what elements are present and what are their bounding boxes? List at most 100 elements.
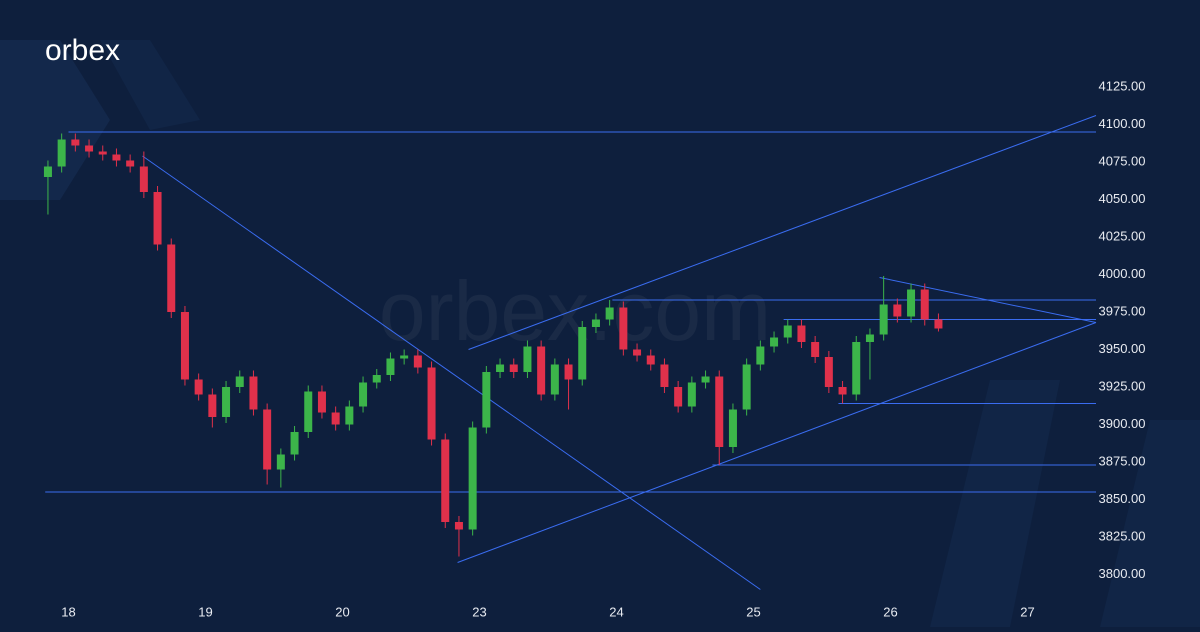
decor-shape xyxy=(100,40,200,130)
candle-body xyxy=(496,364,505,372)
candle-body xyxy=(126,160,135,167)
x-tick-label: 25 xyxy=(746,604,760,619)
candle-body xyxy=(838,387,847,395)
candle-body xyxy=(934,319,943,329)
candle-body xyxy=(742,364,751,410)
candle-body xyxy=(400,355,409,359)
candle-body xyxy=(537,346,546,395)
y-tick-label: 4025.00 xyxy=(1099,228,1146,243)
y-tick-label: 4050.00 xyxy=(1099,191,1146,206)
candle-body xyxy=(43,166,52,177)
y-tick-label: 3850.00 xyxy=(1099,491,1146,506)
plot-area: 4125.00 4100.00 4075.00 4050.00 4025.00 4000.… xyxy=(43,78,1146,619)
candle-body xyxy=(359,382,368,407)
candle-body xyxy=(591,319,600,327)
candle-body xyxy=(633,349,642,356)
y-tick-label: 3975.00 xyxy=(1099,303,1146,318)
y-tick-label: 3900.00 xyxy=(1099,416,1146,431)
candle-body xyxy=(797,325,806,342)
x-tick-label: 26 xyxy=(883,604,897,619)
candle-body xyxy=(98,151,107,155)
candle-body xyxy=(345,406,354,425)
candle-body xyxy=(71,139,80,146)
candle-body xyxy=(427,367,436,440)
candle-body xyxy=(879,304,888,335)
candle-body xyxy=(57,139,66,167)
y-tick-label: 3950.00 xyxy=(1099,341,1146,356)
y-tick-label: 4100.00 xyxy=(1099,116,1146,131)
candle-body xyxy=(852,342,861,395)
candle-body xyxy=(263,409,272,470)
candle-body xyxy=(290,432,299,455)
candle-body xyxy=(386,358,395,375)
y-tick-label: 4075.00 xyxy=(1099,153,1146,168)
candle-body xyxy=(770,337,779,347)
candle-body xyxy=(317,391,326,413)
candle-body xyxy=(331,412,340,425)
candle-body xyxy=(153,192,162,245)
decor-shape xyxy=(930,380,1060,627)
candle-body xyxy=(413,355,422,368)
candle-body xyxy=(249,376,258,410)
candle-body xyxy=(235,376,244,387)
candle-body xyxy=(509,364,518,372)
y-tick-label: 3925.00 xyxy=(1099,378,1146,393)
candle-body xyxy=(276,454,285,470)
candle-body xyxy=(167,244,176,312)
trend-line xyxy=(142,155,761,590)
candle-body xyxy=(893,304,902,317)
candle-body xyxy=(811,342,820,357)
x-tick-label: 20 xyxy=(335,604,349,619)
x-tick-label: 23 xyxy=(472,604,486,619)
y-tick-label: 4000.00 xyxy=(1099,266,1146,281)
candle-body xyxy=(687,382,696,407)
trend-line xyxy=(468,115,1097,350)
y-tick-label: 4125.00 xyxy=(1099,78,1146,93)
candle-body xyxy=(468,427,477,530)
candle-body xyxy=(646,355,655,365)
candle-body xyxy=(550,364,559,395)
decor-shape xyxy=(1100,420,1200,627)
candle-body xyxy=(139,166,148,192)
candle-body xyxy=(454,522,463,530)
candle-body xyxy=(441,439,450,522)
x-tick-label: 19 xyxy=(198,604,212,619)
y-tick-label: 3875.00 xyxy=(1099,453,1146,468)
candle-body xyxy=(564,364,573,380)
candle-body xyxy=(619,307,628,350)
candle-body xyxy=(372,375,381,383)
candle-body xyxy=(715,376,724,447)
candle-body xyxy=(824,357,833,387)
candle-body xyxy=(304,391,313,432)
x-tick-label: 27 xyxy=(1020,604,1034,619)
logo: orbex xyxy=(45,34,120,67)
candle-body xyxy=(756,346,765,365)
candle-body xyxy=(482,372,491,428)
y-tick-label: 3825.00 xyxy=(1099,528,1146,543)
candle-body xyxy=(112,154,121,161)
candle-body xyxy=(701,376,710,383)
candle-body xyxy=(674,387,683,407)
candle-body xyxy=(660,364,669,387)
candle-body xyxy=(208,394,217,417)
watermark: orbex.com xyxy=(379,264,771,358)
candle-body xyxy=(865,334,874,342)
y-tick-label: 3800.00 xyxy=(1099,566,1146,581)
candle-body xyxy=(578,327,587,380)
candle-body xyxy=(194,379,203,395)
candle-body xyxy=(728,409,737,447)
candle-body xyxy=(907,289,916,317)
candle-body xyxy=(85,145,94,152)
x-tick-label: 24 xyxy=(609,604,623,619)
decor-shape xyxy=(0,40,110,200)
candle-body xyxy=(180,312,189,380)
candle-body xyxy=(783,325,792,338)
candle-body xyxy=(605,307,614,320)
trend-line xyxy=(457,322,1097,563)
candle-body xyxy=(523,346,532,372)
trend-line xyxy=(879,277,1097,323)
candle-body xyxy=(920,289,929,320)
x-tick-label: 18 xyxy=(61,604,75,619)
candle-body xyxy=(222,387,231,417)
